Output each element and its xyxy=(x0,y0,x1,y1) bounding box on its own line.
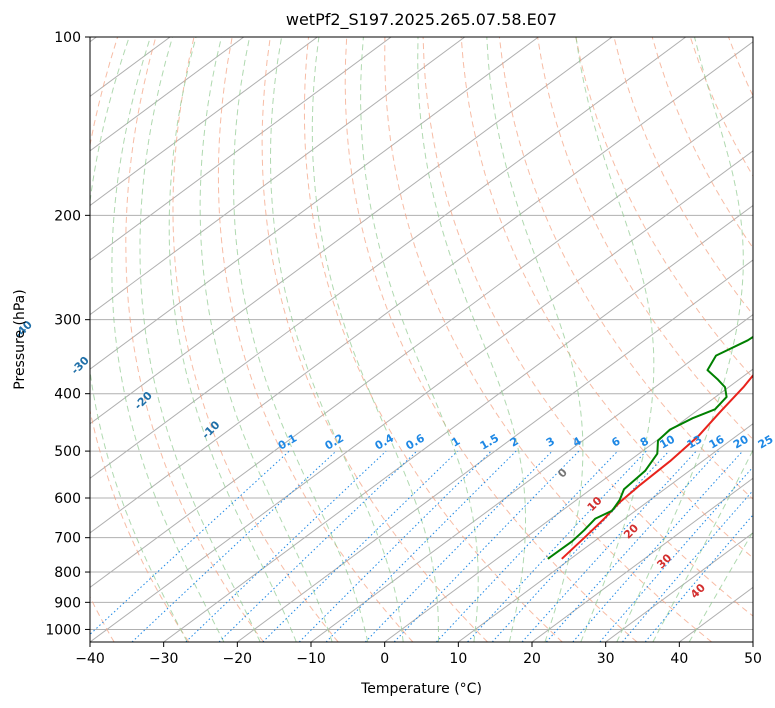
moist-adiabat xyxy=(575,37,655,642)
moist-adiabat xyxy=(199,37,333,642)
y-tick-label: 100 xyxy=(54,30,81,46)
y-tick-label: 900 xyxy=(54,595,81,611)
moist-adiabat xyxy=(417,37,526,642)
moist-adiabat xyxy=(269,37,404,642)
isotherm--110 xyxy=(90,37,392,261)
isotherm--100 xyxy=(90,37,466,316)
axes: −40 −30 −20 −10 0 10 20 30 40 50 100 200 300 400 500 60… xyxy=(45,30,762,667)
moist-adiabat xyxy=(233,37,369,642)
dry-adiabat xyxy=(261,37,488,642)
moist-adiabat xyxy=(616,37,744,642)
isotherm-30 xyxy=(605,532,753,642)
isotherm--90 xyxy=(90,37,539,370)
plot-area xyxy=(90,37,753,642)
dry-adiabat xyxy=(537,37,753,441)
x-tick-label: 20 xyxy=(523,651,541,667)
dry-adiabat xyxy=(217,37,414,642)
mixing-ratio-line xyxy=(572,450,744,642)
temperature-profile xyxy=(561,373,753,560)
y-tick-label: 200 xyxy=(54,208,81,224)
x-tick-label: 30 xyxy=(597,651,615,667)
dry-adiabat xyxy=(384,37,713,642)
isotherm--30 xyxy=(163,204,753,642)
y-tick-label: 300 xyxy=(54,313,81,329)
x-tick-label: −20 xyxy=(223,651,253,667)
plot-background xyxy=(90,37,753,642)
x-tick-label: 50 xyxy=(744,651,762,667)
moist-adiabat xyxy=(311,37,439,642)
y-tick-label: 500 xyxy=(54,444,81,460)
isotherm--10 xyxy=(310,313,753,642)
moist-adiabat xyxy=(139,37,261,642)
x-tick-label: 10 xyxy=(449,651,467,667)
isotherm-0 xyxy=(384,368,753,642)
dry-adiabat xyxy=(460,37,753,559)
moist-adiabat xyxy=(486,37,584,642)
x-tick-label: −10 xyxy=(296,651,326,667)
mixing-ratio-line xyxy=(185,450,387,642)
y-tick-label: 400 xyxy=(54,387,81,403)
y-tick-label: 600 xyxy=(54,491,81,507)
dewpoint-profile xyxy=(547,335,753,560)
mixing-ratio-line xyxy=(218,450,418,642)
dry-adiabat xyxy=(498,37,753,500)
dry-adiabat xyxy=(172,37,339,642)
isotherm--80 xyxy=(90,37,613,425)
x-tick-label: −30 xyxy=(149,651,179,667)
y-tick-label: 700 xyxy=(54,531,81,547)
mixing-ratio-label: 25 xyxy=(756,433,775,452)
x-tick-label: 0 xyxy=(380,651,389,667)
isotherm--20 xyxy=(237,259,753,642)
chart-title: wetPf2_S197.2025.265.07.58.E07 xyxy=(286,10,557,30)
isotherm--50 xyxy=(90,95,753,589)
isotherm--130 xyxy=(90,37,245,152)
x-axis-title: Temperature (°C) xyxy=(360,681,482,697)
isotherm-10 xyxy=(458,423,753,642)
moist-adiabat xyxy=(90,37,188,642)
isotherm-20 xyxy=(531,477,753,642)
isotherm-50 xyxy=(752,641,753,642)
moist-adiabat xyxy=(360,37,479,642)
profile-lines xyxy=(547,335,753,560)
plot-frame xyxy=(89,36,754,643)
mixing-ratio-line xyxy=(393,450,580,642)
moist-adiabat xyxy=(168,37,297,642)
dry-adiabat xyxy=(125,37,264,642)
moist-adiabat xyxy=(652,448,753,642)
dry-adiabat-label: -30 xyxy=(69,354,92,377)
dry-adiabat xyxy=(90,37,190,642)
mixing-ratio-line xyxy=(364,450,553,642)
mixing-ratio-line xyxy=(298,450,492,642)
dry-adiabat xyxy=(344,37,638,642)
dry-adiabat xyxy=(422,37,753,617)
mixing-ratio-line xyxy=(436,450,619,642)
dry-adiabat xyxy=(303,37,563,642)
mixing-ratio-line xyxy=(325,450,517,642)
isotherm--40 xyxy=(90,150,753,642)
x-tick-label: −40 xyxy=(75,651,105,667)
y-tick-label: 800 xyxy=(54,565,81,581)
y-axis-title: Pressure (hPa) xyxy=(12,289,28,389)
isotherm--70 xyxy=(90,37,687,479)
mixing-ratio-line xyxy=(262,450,458,642)
dry-adiabat xyxy=(767,37,775,642)
isotherm--60 xyxy=(90,41,753,534)
moist-adiabat xyxy=(111,37,225,642)
x-tick-label: 40 xyxy=(670,651,688,667)
mixing-ratio-line xyxy=(521,450,697,642)
mixing-ratio-line xyxy=(545,450,719,642)
isotherm--120 xyxy=(90,37,318,207)
y-tick-label: 1000 xyxy=(45,622,81,638)
grid-lines xyxy=(90,37,775,642)
plot-border xyxy=(89,36,754,643)
